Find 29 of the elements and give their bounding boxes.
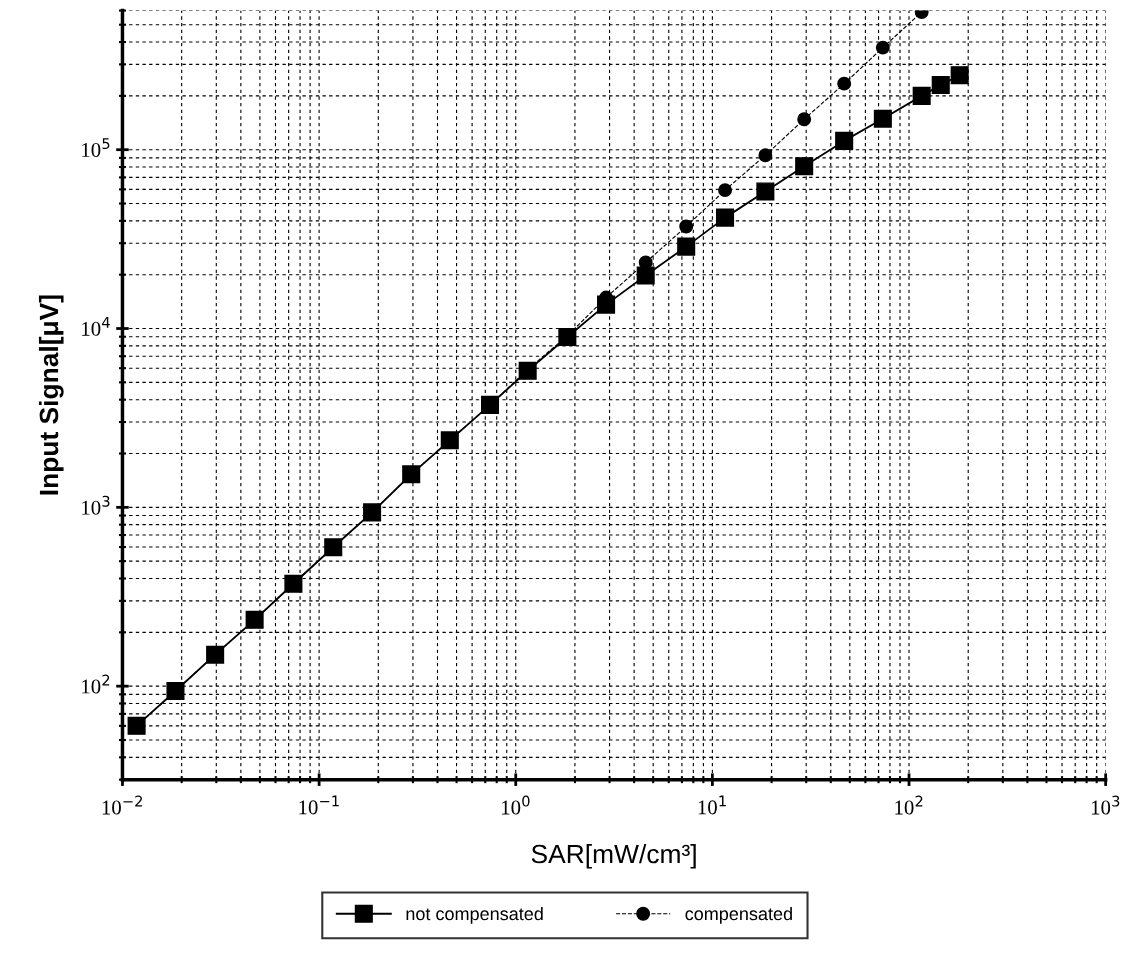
point: [875, 40, 890, 55]
x-tick-label: 10$^{1}$: [698, 795, 726, 815]
point: [677, 237, 696, 256]
point: [837, 76, 852, 91]
x-axis-title: SAR[mW/cm³]: [531, 843, 696, 869]
point: [679, 219, 694, 234]
point: [797, 112, 812, 127]
point: [716, 208, 735, 227]
x-tick-label: 10$^{0}$: [502, 795, 530, 815]
point: [795, 157, 814, 176]
y-tick-label: 10$^{4}$: [82, 317, 110, 336]
legend-label: not compensated: [406, 906, 543, 924]
x-tick-label: 10$^{2}$: [895, 795, 923, 815]
point: [912, 86, 931, 105]
y-axis-title: Input Signal[μV]: [38, 295, 64, 495]
y-tick-label: 10$^{5}$: [82, 138, 110, 158]
point: [636, 266, 655, 285]
x-tick-label: 10$^{−1}$: [299, 795, 339, 815]
point: [756, 182, 775, 201]
legend-label: compensated: [685, 906, 792, 924]
y-tick-label: 10$^{3}$: [82, 495, 110, 515]
point: [873, 109, 892, 128]
point: [758, 148, 773, 163]
y-tick-label: 10$^{2}$: [82, 674, 110, 694]
x-tick-label: 10$^{−2}$: [102, 795, 142, 815]
x-tick-label: 10$^{3}$: [1091, 795, 1120, 815]
point: [718, 183, 732, 198]
point: [835, 131, 854, 150]
point: [638, 255, 653, 270]
